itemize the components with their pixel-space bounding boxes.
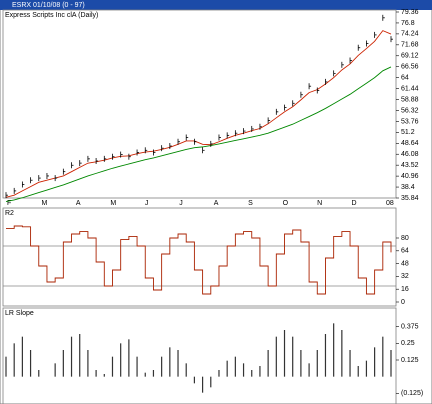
pane xyxy=(2,207,397,307)
y-tick-label: 0.25 xyxy=(401,340,415,347)
y-tick-label: 69.12 xyxy=(401,53,419,60)
indicator-line xyxy=(6,225,392,295)
x-tick-label: M xyxy=(110,200,116,207)
y-tick-label: 48.64 xyxy=(401,140,419,147)
x-tick-label: O xyxy=(283,200,289,207)
title-bar xyxy=(0,0,432,10)
y-tick-label: 80 xyxy=(401,235,409,242)
y-tick-label: 0.125 xyxy=(401,357,419,364)
y-tick-label: 74.24 xyxy=(401,31,419,38)
pane-title: Express Scripts Inc clA (Daily) xyxy=(5,12,98,19)
y-tick-label: 0 xyxy=(401,299,405,306)
y-tick-label: 53.76 xyxy=(401,118,419,125)
pane-title: LR Slope xyxy=(5,310,34,317)
moving-average xyxy=(5,30,392,198)
pane xyxy=(2,307,397,404)
pane xyxy=(2,9,397,199)
x-tick-label: A xyxy=(76,200,81,207)
y-tick-label: 64 xyxy=(401,74,409,81)
x-tick-label: J xyxy=(145,200,149,207)
x-tick-label: M xyxy=(41,200,47,207)
x-tick-label: S xyxy=(248,200,253,207)
y-tick-label: 76.8 xyxy=(401,20,415,27)
x-tick-label: D xyxy=(352,200,357,207)
x-tick-label: F xyxy=(7,200,11,207)
y-tick-label: 79.36 xyxy=(401,9,419,16)
pane-title: R2 xyxy=(5,210,14,217)
x-tick-label: J xyxy=(179,200,183,207)
y-tick-label: 16 xyxy=(401,286,409,293)
x-tick-label: A xyxy=(214,200,219,207)
y-tick-label: 43.52 xyxy=(401,162,419,169)
y-tick-label: 48 xyxy=(401,260,409,267)
y-tick-label: 35.84 xyxy=(401,195,419,202)
y-tick-label: 0.375 xyxy=(401,324,419,331)
y-tick-label: 61.44 xyxy=(401,85,419,92)
y-tick-label: 32 xyxy=(401,273,409,280)
y-tick-label: 66.56 xyxy=(401,64,419,71)
y-tick-label: 51.2 xyxy=(401,129,415,136)
window-title: ESRX 01/10/08 (0 - 97) xyxy=(12,2,85,9)
y-tick-label: 46.08 xyxy=(401,151,419,158)
y-tick-label: 38.4 xyxy=(401,184,415,191)
y-tick-label: 56.32 xyxy=(401,107,419,114)
y-tick-label: 58.88 xyxy=(401,96,419,103)
x-tick-label: 08 xyxy=(386,200,394,207)
y-tick-label: 40.96 xyxy=(401,173,419,180)
moving-average xyxy=(5,66,392,203)
x-tick-label: N xyxy=(317,200,322,207)
y-tick-label: 71.68 xyxy=(401,42,419,49)
y-tick-label: (0.125) xyxy=(401,390,423,397)
y-tick-label: 64 xyxy=(401,248,409,255)
